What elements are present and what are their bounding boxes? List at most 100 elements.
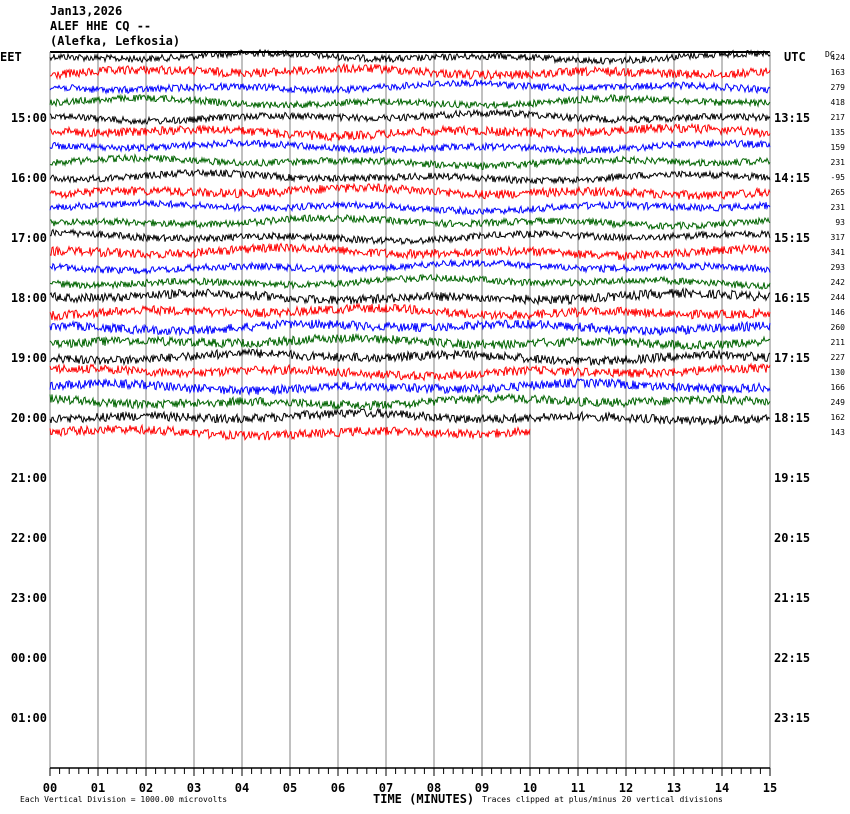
trace-line xyxy=(49,93,771,110)
left-hour-label: 00:00 xyxy=(11,651,47,665)
x-tick-label: 01 xyxy=(91,781,105,795)
dc-offset-label: 143 xyxy=(831,428,846,437)
left-hour-label: 15:00 xyxy=(11,111,47,125)
trace-line xyxy=(49,242,771,262)
dc-offset-label: 317 xyxy=(831,233,846,242)
x-tick-label: 04 xyxy=(235,781,249,795)
dc-offset-label: 231 xyxy=(831,158,846,167)
right-timezone-label: UTC xyxy=(784,50,806,64)
right-hour-label: 16:15 xyxy=(774,291,810,305)
trace-line xyxy=(49,213,771,231)
clip-note: Traces clipped at plus/minus 20 vertical… xyxy=(482,795,723,804)
left-hour-label: 18:00 xyxy=(11,291,47,305)
trace-line xyxy=(50,62,771,81)
x-tick-label: 05 xyxy=(283,781,297,795)
trace-line xyxy=(49,258,771,275)
trace-line xyxy=(49,182,771,201)
trace-line xyxy=(49,228,771,246)
x-tick-label: 03 xyxy=(187,781,201,795)
trace-line xyxy=(49,273,771,291)
trace-line xyxy=(49,168,771,185)
x-tick-label: 00 xyxy=(43,781,57,795)
dc-offset-label: 211 xyxy=(831,338,846,347)
dc-offset-label: 227 xyxy=(831,353,846,362)
left-timezone-label: EET xyxy=(0,50,22,64)
right-hour-label: 20:15 xyxy=(774,531,810,545)
dc-offset-label: 260 xyxy=(831,323,846,332)
location-label: (Alefka, Lefkosia) xyxy=(50,34,181,48)
trace-line xyxy=(49,302,771,322)
station-label: ALEF HHE CQ -- xyxy=(50,19,152,33)
dc-offset-label: 265 xyxy=(831,188,846,197)
x-tick-label: 06 xyxy=(331,781,345,795)
trace-line xyxy=(49,138,771,156)
right-hour-label: 21:15 xyxy=(774,591,810,605)
left-hour-label: 16:00 xyxy=(11,171,47,185)
dc-offset-label: 249 xyxy=(831,398,846,407)
trace-line xyxy=(49,48,771,66)
trace-line xyxy=(49,362,771,382)
x-tick-label: 15 xyxy=(763,781,777,795)
left-hour-label: 21:00 xyxy=(11,471,47,485)
dc-label: DC xyxy=(825,50,835,59)
right-hour-label: 15:15 xyxy=(774,231,810,245)
x-tick-label: 07 xyxy=(379,781,393,795)
left-hour-label: 19:00 xyxy=(11,351,47,365)
dc-offset-label: 293 xyxy=(831,263,846,272)
right-hour-label: 22:15 xyxy=(774,651,810,665)
left-hour-label: 23:00 xyxy=(11,591,47,605)
dc-offset-label: -95 xyxy=(831,173,846,182)
right-hour-label: 19:15 xyxy=(774,471,810,485)
trace-line xyxy=(49,407,771,426)
trace-line xyxy=(49,122,771,142)
trace-line xyxy=(49,286,771,306)
date-label: Jan13,2026 xyxy=(50,4,123,18)
dc-offset-label: 162 xyxy=(831,413,846,422)
trace-line xyxy=(49,423,531,441)
x-tick-label: 14 xyxy=(715,781,729,795)
dc-offset-label: 279 xyxy=(831,83,846,92)
trace-line xyxy=(49,108,771,126)
dc-offset-label: 244 xyxy=(831,293,846,302)
dc-offset-label: 146 xyxy=(831,308,846,317)
dc-offset-label: 135 xyxy=(831,128,846,137)
dc-offset-label: 341 xyxy=(831,248,846,257)
right-hour-label: 18:15 xyxy=(774,411,810,425)
x-tick-label: 12 xyxy=(619,781,633,795)
trace-line xyxy=(49,347,771,367)
dc-offset-label: 163 xyxy=(831,68,846,77)
dc-offset-label: 231 xyxy=(831,203,846,212)
x-tick-label: 08 xyxy=(427,781,441,795)
dc-offset-label: 217 xyxy=(831,113,846,122)
right-hour-label: 17:15 xyxy=(774,351,810,365)
trace-line xyxy=(49,318,771,337)
left-hour-label: 01:00 xyxy=(11,711,47,725)
trace-line xyxy=(49,393,771,411)
x-axis-label: TIME (MINUTES) xyxy=(373,792,474,806)
dc-offset-label: 418 xyxy=(831,98,846,107)
left-hour-label: 22:00 xyxy=(11,531,47,545)
x-tick-label: 02 xyxy=(139,781,153,795)
dc-offset-label: 166 xyxy=(831,383,846,392)
right-hour-label: 14:15 xyxy=(774,171,810,185)
dc-offset-label: 242 xyxy=(831,278,846,287)
trace-line xyxy=(49,332,771,351)
dc-offset-label: 159 xyxy=(831,143,846,152)
left-hour-label: 17:00 xyxy=(11,231,47,245)
x-tick-label: 11 xyxy=(571,781,585,795)
scale-note: Each Vertical Division = 1000.00 microvo… xyxy=(20,795,227,804)
dc-offset-label: 130 xyxy=(831,368,846,377)
right-hour-label: 13:15 xyxy=(774,111,810,125)
dc-offset-label: 93 xyxy=(835,218,845,227)
x-tick-label: 13 xyxy=(667,781,681,795)
trace-line xyxy=(49,79,771,95)
x-tick-label: 10 xyxy=(523,781,537,795)
right-hour-label: 23:15 xyxy=(774,711,810,725)
trace-line xyxy=(49,198,771,216)
trace-line xyxy=(49,377,771,397)
left-hour-label: 20:00 xyxy=(11,411,47,425)
dc-offset-label: 424 xyxy=(831,53,846,62)
x-tick-label: 09 xyxy=(475,781,489,795)
